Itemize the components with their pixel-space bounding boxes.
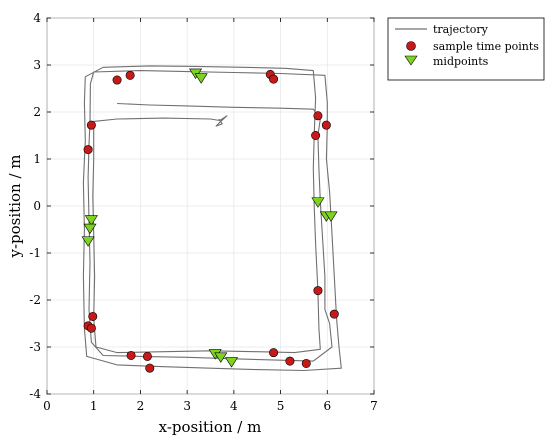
x-tick-label: 6: [323, 399, 331, 413]
y-tick-label: -2: [29, 293, 41, 307]
axis-ticks: 0 1 2 3 4 5 6 7 4 3 2 1 0 -1 -2 -3 -4: [29, 11, 378, 413]
midpoint-marker: [194, 73, 208, 84]
legend-label-midpoints: midpoints: [433, 55, 489, 68]
y-tick-label: 1: [33, 152, 41, 166]
sample-point: [142, 351, 152, 361]
sample-point: [301, 358, 311, 368]
legend: trajectory sample time points midpoints: [387, 17, 545, 81]
x-tick-label: 4: [230, 399, 238, 413]
x-axis-label: x-position / m: [159, 418, 262, 436]
y-tick-label: 4: [33, 11, 41, 25]
sample-point: [313, 286, 323, 296]
sample-point: [125, 70, 135, 80]
legend-label-trajectory: trajectory: [433, 23, 489, 36]
y-tick-label: 3: [33, 58, 41, 72]
grid: [46, 17, 375, 395]
sample-point: [126, 350, 136, 360]
sample-point: [329, 309, 339, 319]
trajectory-line: [82, 65, 342, 372]
y-tick-label: -4: [29, 387, 41, 401]
x-tick-label: 5: [277, 399, 285, 413]
sample-point: [311, 131, 321, 141]
x-tick-label: 1: [90, 399, 98, 413]
sample-point: [313, 111, 323, 121]
midpoint-marker: [83, 223, 97, 235]
sample-point: [145, 363, 155, 373]
legend-midpoint-swatch: [404, 55, 418, 66]
y-tick-label: -3: [29, 340, 41, 354]
y-tick-label: -1: [29, 246, 41, 260]
sample-point: [285, 356, 295, 366]
sample-point: [112, 75, 122, 85]
x-tick-label: 3: [183, 399, 191, 413]
midpoint-marker: [84, 215, 98, 226]
sample-point: [86, 120, 96, 130]
midpoint-marker: [324, 211, 338, 222]
midpoint-marker: [224, 357, 239, 368]
sample-point: [321, 120, 331, 130]
sample-point: [86, 323, 96, 333]
x-tick-label: 7: [370, 399, 378, 413]
y-tick-label: 0: [33, 199, 41, 213]
legend-sample-swatch: [406, 41, 416, 51]
plot-marks: [81, 65, 342, 373]
legend-label-sample: sample time points: [433, 40, 539, 53]
midpoint-marker: [81, 236, 95, 247]
sample-point: [269, 74, 279, 84]
sample-point: [88, 311, 98, 321]
x-tick-label: 2: [137, 399, 145, 413]
x-tick-label: 0: [43, 399, 51, 413]
midpoint-marker: [214, 352, 228, 363]
y-axis-label: y-position / m: [6, 154, 24, 258]
sample-point: [269, 348, 279, 358]
y-tick-label: 2: [33, 105, 41, 119]
midpoint-marker: [311, 197, 325, 208]
sample-point: [83, 145, 93, 155]
